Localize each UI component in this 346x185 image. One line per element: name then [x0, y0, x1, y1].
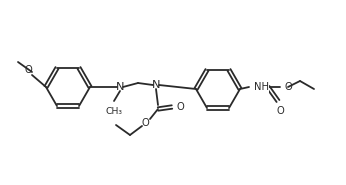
Text: N: N: [116, 82, 124, 92]
Text: O: O: [276, 106, 284, 116]
Text: O: O: [141, 118, 149, 128]
Text: N: N: [152, 80, 160, 90]
Text: O: O: [24, 65, 32, 75]
Text: NH: NH: [254, 82, 269, 92]
Text: O: O: [177, 102, 185, 112]
Text: CH₃: CH₃: [106, 107, 122, 116]
Text: O: O: [285, 82, 293, 92]
